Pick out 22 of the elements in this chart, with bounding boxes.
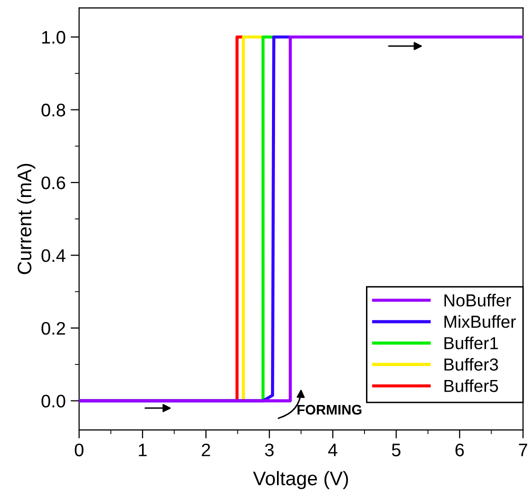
x-tick-label: 7 [518,444,528,456]
y-tick-label: 0.8 [42,104,66,116]
x-tick-label: 1 [138,444,147,456]
x-axis-title: Voltage (V) [253,471,348,490]
x-tick-label: 6 [456,444,464,456]
legend-label: Buffer5 [444,379,498,392]
y-tick-label: 0.6 [42,176,66,190]
annotation: FORMING [298,404,362,415]
x-tick-label: 4 [328,444,338,456]
y-tick-label: 1.0 [42,30,66,44]
y-axis-title: Current (mA) [17,164,36,274]
x-tick-label: 0 [74,444,84,456]
y-tick-label: 0.0 [42,394,66,408]
y-tick-label: 0.2 [42,322,66,335]
x-tick-label: 5 [392,444,400,456]
legend-label: MixBuffer [444,315,516,328]
legend-label: Buffer1 [444,336,498,350]
legend-label: Buffer3 [444,358,498,371]
legend-label: NoBuffer [444,294,511,307]
x-tick-label: 3 [265,444,274,456]
x-tick-label: 2 [202,444,210,456]
y-tick-label: 0.4 [42,249,66,262]
